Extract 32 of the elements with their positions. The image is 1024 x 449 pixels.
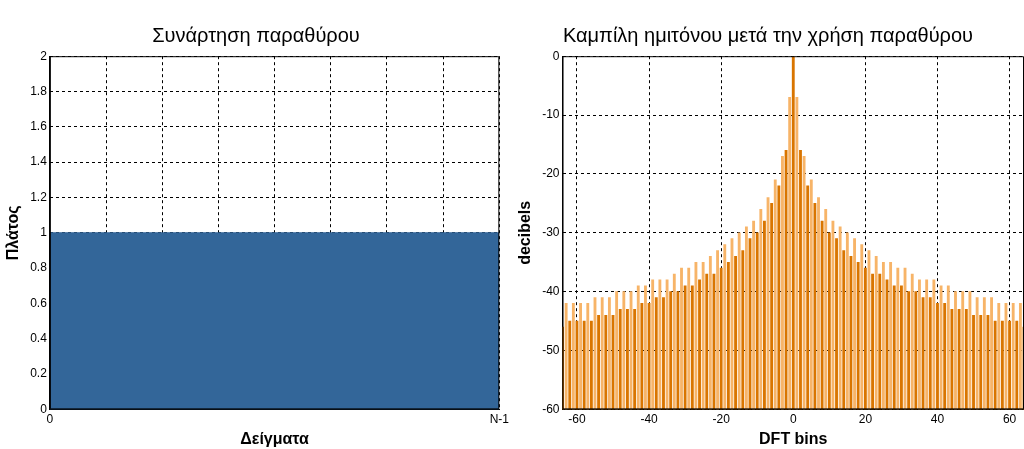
y-tick-label: -50 <box>542 342 560 357</box>
y-tick-label: 0.6 <box>30 295 48 310</box>
x-tick-label: 0 <box>789 411 797 426</box>
x-tick-label: 60 <box>1002 411 1017 426</box>
y-tick-label: 0 <box>40 401 48 416</box>
x-tick-label: 40 <box>930 411 945 426</box>
y-tick-label: 1.8 <box>30 83 48 98</box>
x-axis-title: Δείγματα <box>240 429 310 447</box>
y-tick-label: 0.2 <box>30 366 48 381</box>
y-tick-label: 1.2 <box>30 189 48 204</box>
y-tick-label: 1.4 <box>30 154 48 169</box>
y-tick-label: 1 <box>40 225 48 240</box>
y-tick-label: -10 <box>542 107 560 122</box>
chart-title: Συνάρτηση παραθύρου <box>151 23 361 46</box>
y-tick-label: -20 <box>542 166 560 181</box>
y-tick-label: 0 <box>552 48 560 63</box>
y-tick-label: 2 <box>40 48 48 63</box>
y-tick-label: 0.8 <box>30 260 48 275</box>
x-tick-label: -40 <box>640 411 659 426</box>
y-tick-label: 1.6 <box>30 119 48 134</box>
y-tick-label: -40 <box>542 283 560 298</box>
y-axis-title: Πλάτος <box>4 205 23 261</box>
y-tick-label: -30 <box>542 225 560 240</box>
x-axis-title: DFT bins <box>759 429 828 447</box>
x-tick-label: -60 <box>568 411 586 426</box>
x-tick-label: 20 <box>858 411 873 426</box>
x-tick-label: -20 <box>712 411 731 426</box>
y-tick-label: -60 <box>542 401 560 416</box>
x-tick-label: N-1 <box>489 411 510 426</box>
y-tick-label: 0.4 <box>30 331 48 346</box>
y-axis-title: decibels <box>516 200 534 265</box>
chart-title: Καμπίλη ημιτόνου μετά την χρήση παραθύρου <box>561 23 975 46</box>
